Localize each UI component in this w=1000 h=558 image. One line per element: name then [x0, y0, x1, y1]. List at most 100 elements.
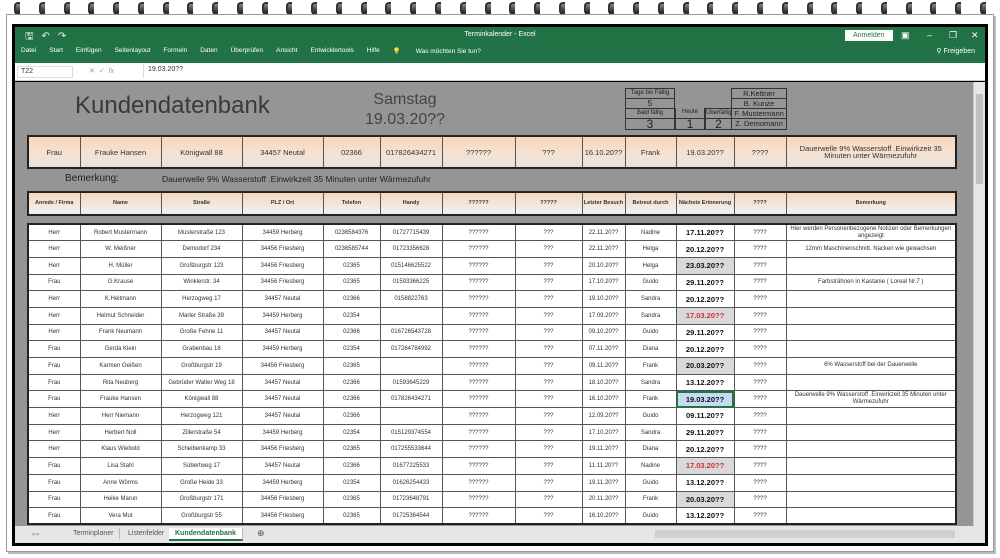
cell-field-b[interactable]: ???: [514, 256, 583, 275]
cell-name[interactable]: H. Müller: [79, 256, 162, 275]
enter-icon[interactable]: ✓: [98, 68, 105, 75]
header-anrede[interactable]: Anrede / Firma: [27, 191, 81, 216]
cell-handy[interactable]: [379, 306, 443, 325]
cell-handy[interactable]: 01723356628: [379, 240, 443, 258]
cell-field-b[interactable]: ???: [514, 423, 583, 442]
cell-handy[interactable]: 017255533644: [379, 440, 443, 459]
cell-telefon[interactable]: 02365: [322, 256, 381, 275]
cell-strasse[interactable]: Grabenbau 18: [160, 340, 243, 358]
cell-telefon[interactable]: 02365: [322, 490, 381, 509]
cell-telefon[interactable]: 0236584376: [322, 223, 381, 242]
cell-name[interactable]: Klaus Wiebold: [79, 440, 162, 459]
cell-name[interactable]: Rita Neuberg: [79, 373, 162, 392]
cell-name[interactable]: Frauke Hansen: [79, 390, 162, 409]
cell-plz-ort[interactable]: 34459 Herberg: [241, 306, 324, 325]
tell-me-search[interactable]: 💡 Was möchten Sie tun?: [393, 47, 494, 55]
cell-letzter-besuch[interactable]: 09.10.20??: [581, 323, 626, 342]
cell-name[interactable]: Heike Marun: [79, 490, 162, 509]
cell-strasse[interactable]: Demodorf 234: [160, 240, 243, 258]
tab-terminplaner[interactable]: Terminplaner: [67, 528, 121, 539]
cell-anrede[interactable]: Frau: [27, 373, 81, 392]
header-telefon[interactable]: Telefon: [322, 191, 381, 216]
cell-strasse[interactable]: Gebrüder Walter Weg 18: [160, 373, 243, 392]
cell-plz-ort[interactable]: 34457 Neutal: [241, 323, 324, 342]
cell-strasse[interactable]: Marler Straße 39: [160, 306, 243, 325]
cell-bemerkung[interactable]: [785, 490, 957, 509]
cell-naechste-erinnerung[interactable]: 20.12.20??: [675, 290, 735, 308]
cell-plz-ort[interactable]: 34459 Herberg: [241, 473, 324, 492]
cell-name[interactable]: Vera Mut: [79, 507, 162, 525]
cell-field-c[interactable]: ????: [733, 357, 787, 375]
cell-anrede[interactable]: Frau: [27, 340, 81, 358]
cell-naechste-erinnerung[interactable]: 20.12.20??: [675, 240, 735, 258]
cell-plz-ort[interactable]: 34459 Herberg: [241, 223, 324, 242]
cell-handy[interactable]: 015129374554: [379, 423, 443, 442]
menu-einfuegen[interactable]: Einfügen: [75, 47, 102, 54]
table-row[interactable]: Frau Karmen Geißen Großburgstr 19 34456 Fri…: [27, 357, 957, 375]
cell-plz-ort[interactable]: 34457 Neutal: [241, 373, 324, 392]
cell-field-c[interactable]: ????: [733, 440, 787, 459]
cell-field-c[interactable]: ????: [733, 256, 787, 275]
menu-hilfe[interactable]: Hilfe: [366, 47, 380, 54]
cell-handy[interactable]: 017826434271: [379, 390, 443, 409]
cell-field-b[interactable]: ???: [514, 390, 583, 409]
menu-formeln[interactable]: Formeln: [163, 47, 188, 54]
cell-anrede[interactable]: Herr: [27, 223, 81, 242]
cell-naechste-erinnerung[interactable]: 20.03.20??: [675, 490, 735, 509]
cell-plz-ort[interactable]: 34457 Neutal: [241, 290, 324, 308]
cell-field-a[interactable]: ??????: [441, 507, 516, 525]
cell-handy[interactable]: 0158822763: [379, 290, 443, 308]
cell-handy[interactable]: 01593645229: [379, 373, 443, 392]
cell-name[interactable]: Herr Niemann: [79, 407, 162, 425]
restore-icon[interactable]: ❐: [949, 30, 958, 40]
cell-naechste-erinnerung[interactable]: 20.12.20??: [675, 340, 735, 358]
cell-field-a[interactable]: ??????: [441, 490, 516, 509]
cell-strasse[interactable]: Großburgstr 55: [160, 507, 243, 525]
cell-field-b[interactable]: ???: [514, 340, 583, 358]
cell-field-c[interactable]: ????: [733, 306, 787, 325]
table-row[interactable]: Herr Herbert Noll Zillerstraße 54 34459 Her…: [27, 423, 957, 442]
cell-telefon[interactable]: 02365: [322, 357, 381, 375]
cell-plz-ort[interactable]: 34457 Neutal: [241, 407, 324, 425]
cell-betreut-durch[interactable]: Frank: [624, 490, 677, 509]
cell-betreut-durch[interactable]: Frank: [624, 390, 677, 409]
cell-betreut-durch[interactable]: Frank: [624, 357, 677, 375]
table-row[interactable]: Herr Helmut Schneider Marler Straße 39 3445…: [27, 306, 957, 325]
cell-naechste-erinnerung[interactable]: 17.03.20??: [675, 306, 735, 325]
cell-field-b[interactable]: ???: [514, 357, 583, 375]
cell-field-a[interactable]: ??????: [441, 223, 516, 242]
cell-plz-ort[interactable]: 34456 Friesberg: [241, 240, 324, 258]
add-sheet-icon[interactable]: ⊕: [257, 528, 265, 538]
cell-field-a[interactable]: ??????: [441, 240, 516, 258]
cell-strasse[interactable]: Großburgstr 19: [160, 357, 243, 375]
cell-field-c[interactable]: ????: [733, 473, 787, 492]
table-row[interactable]: Frau Rita Neuberg Gebrüder Walter Weg 18 34…: [27, 373, 957, 392]
cell-naechste-erinnerung[interactable]: 23.03.20??: [675, 256, 735, 275]
cell-strasse[interactable]: Königwall 88: [160, 390, 243, 409]
formula-input[interactable]: 19.03.20??: [143, 64, 981, 78]
cell-handy[interactable]: 01677225533: [379, 457, 443, 475]
cell-field-b[interactable]: ???: [514, 473, 583, 492]
cell-letzter-besuch[interactable]: 07.11.20??: [581, 340, 626, 358]
menu-entwicklertools[interactable]: Entwicklertools: [310, 47, 354, 54]
cell-letzter-besuch[interactable]: 22.11.20??: [581, 223, 626, 242]
cell-field-c[interactable]: ????: [733, 340, 787, 358]
cell-anrede[interactable]: Herr: [27, 240, 81, 258]
cell-telefon[interactable]: 02354: [322, 340, 381, 358]
cell-telefon[interactable]: 02366: [322, 407, 381, 425]
cell-anrede[interactable]: Herr: [27, 323, 81, 342]
cell-plz-ort[interactable]: 34457 Neutal: [241, 390, 324, 409]
cell-telefon[interactable]: 02366: [322, 390, 381, 409]
cell-naechste-erinnerung[interactable]: 20.12.20??: [675, 440, 735, 459]
cell-field-b[interactable]: ???: [514, 373, 583, 392]
cell-anrede[interactable]: Herr: [27, 290, 81, 308]
cell-field-a[interactable]: ??????: [441, 357, 516, 375]
cell-field-b[interactable]: ???: [514, 440, 583, 459]
cell-strasse[interactable]: Große Heide 33: [160, 473, 243, 492]
cell-bemerkung[interactable]: [785, 256, 957, 275]
cell-bemerkung[interactable]: [785, 440, 957, 459]
cell-name[interactable]: Herbert Noll: [79, 423, 162, 442]
cell-betreut-durch[interactable]: Sandra: [624, 423, 677, 442]
cell-bemerkung[interactable]: [785, 373, 957, 392]
cell-field-a[interactable]: ??????: [441, 390, 516, 409]
